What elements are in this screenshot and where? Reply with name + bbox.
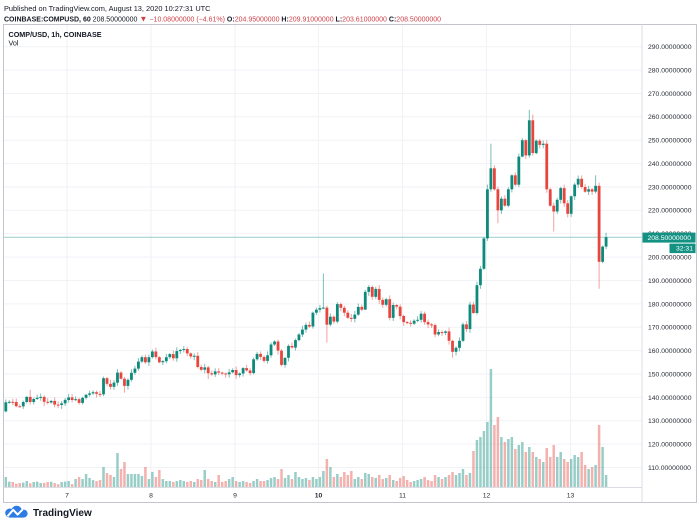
svg-text:180.00000000: 180.00000000 [648, 301, 692, 308]
svg-text:190.00000000: 190.00000000 [648, 278, 692, 285]
svg-text:208.50000000: 208.50000000 [648, 235, 692, 242]
svg-text:COMP/USD, 1h, COINBASE: COMP/USD, 1h, COINBASE [9, 30, 102, 39]
svg-text:170.00000000: 170.00000000 [648, 325, 692, 332]
svg-text:Vol: Vol [9, 39, 19, 48]
svg-text:7: 7 [65, 493, 69, 500]
svg-text:140.00000000: 140.00000000 [648, 395, 692, 402]
svg-text:COINBASE:COMPUSD, 60 208.50000: COINBASE:COMPUSD, 60 208.50000000 ▼ −10.… [4, 15, 441, 24]
svg-text:200.00000000: 200.00000000 [648, 255, 692, 262]
svg-text:32:31: 32:31 [676, 246, 693, 253]
svg-text:120.00000000: 120.00000000 [648, 442, 692, 449]
svg-text:8: 8 [149, 493, 153, 500]
svg-text:270.00000000: 270.00000000 [648, 91, 692, 98]
svg-text:150.00000000: 150.00000000 [648, 371, 692, 378]
svg-text:220.00000000: 220.00000000 [648, 208, 692, 215]
svg-text:12: 12 [483, 493, 491, 500]
svg-text:130.00000000: 130.00000000 [648, 418, 692, 425]
svg-text:Published on TradingView.com,: Published on TradingView.com, August 13,… [4, 4, 211, 13]
svg-text:290.00000000: 290.00000000 [648, 44, 692, 51]
svg-text:250.00000000: 250.00000000 [648, 138, 692, 145]
svg-text:110.00000000: 110.00000000 [648, 465, 691, 472]
svg-text:10: 10 [315, 493, 323, 500]
svg-text:13: 13 [567, 493, 575, 500]
svg-text:230.00000000: 230.00000000 [648, 184, 692, 191]
svg-text:TradingView: TradingView [33, 508, 92, 519]
svg-text:260.00000000: 260.00000000 [648, 114, 692, 121]
svg-text:240.00000000: 240.00000000 [648, 161, 692, 168]
svg-text:160.00000000: 160.00000000 [648, 348, 692, 355]
svg-text:280.00000000: 280.00000000 [648, 68, 692, 75]
svg-text:9: 9 [233, 493, 237, 500]
svg-text:11: 11 [399, 493, 406, 500]
